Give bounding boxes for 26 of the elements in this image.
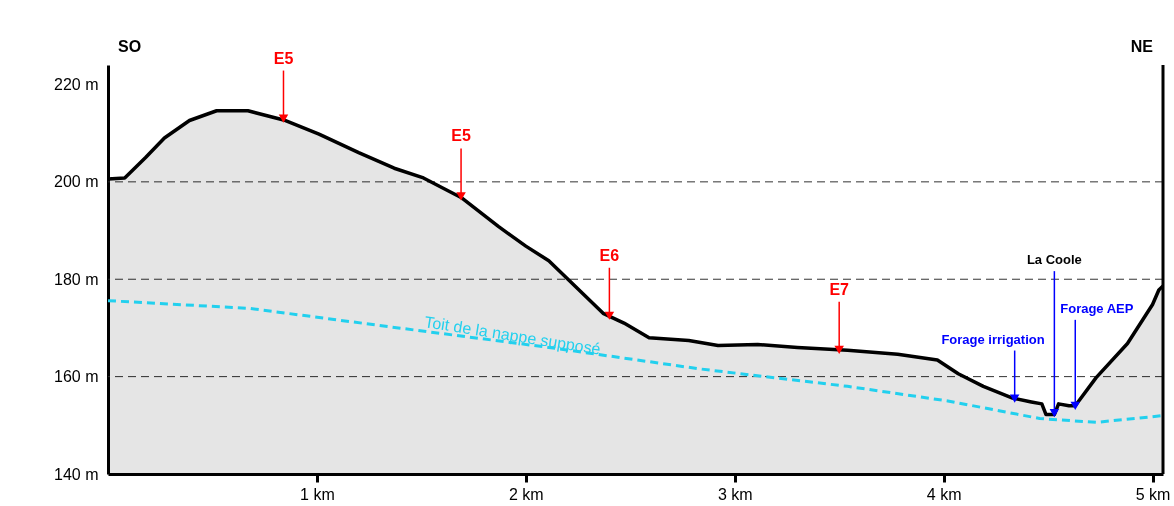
y-tick-label: 200 m — [54, 173, 99, 191]
x-tick-label: 5 km — [1135, 485, 1171, 503]
annotation: La Coole — [1026, 252, 1082, 268]
x-tick-label: 1 km — [300, 485, 335, 503]
data-label: Forage AEP — [1060, 300, 1134, 316]
data-label: E5 — [451, 127, 471, 145]
text: SO — [118, 38, 142, 55]
x-tick-label: 4 km — [926, 485, 962, 503]
text: NE — [1130, 38, 1154, 55]
point — [1070, 401, 1080, 410]
x-tick-label: 3 km — [717, 485, 753, 503]
point — [604, 311, 615, 320]
point — [1009, 394, 1020, 403]
point — [278, 114, 289, 123]
y-tick-label: 160 m — [54, 368, 99, 386]
data-label: Forage irrigation — [941, 331, 1045, 347]
point — [1049, 409, 1060, 418]
y-tick-label: 140 m — [54, 465, 99, 483]
data-label: E7 — [829, 280, 850, 298]
point — [834, 345, 844, 354]
x-tick-label: 2 km — [508, 485, 544, 503]
y-tick-label: 220 m — [54, 75, 99, 93]
data-label: E5 — [273, 49, 294, 67]
point — [456, 192, 466, 201]
y-tick-label: 180 m — [54, 270, 99, 288]
data-label: E6 — [599, 246, 620, 264]
